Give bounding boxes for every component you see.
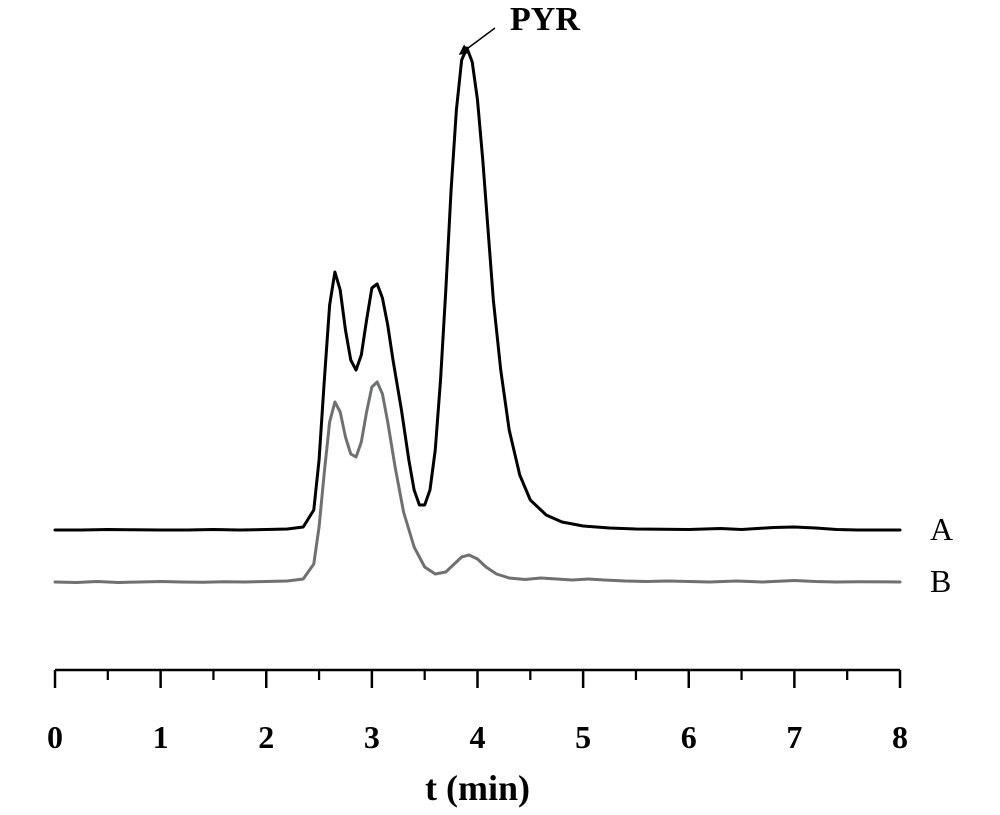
chromatogram-chart: BA PYR 0 1 2 3 4 5 6 7 8 t (min) bbox=[0, 0, 1000, 815]
x-tick-label: 2 bbox=[258, 719, 274, 755]
x-tick-label: 3 bbox=[364, 719, 380, 755]
x-tick-label: 1 bbox=[153, 719, 169, 755]
annotation-label: PYR bbox=[510, 1, 580, 38]
x-axis-label: t (min) bbox=[425, 768, 530, 808]
x-tick-label: 7 bbox=[786, 719, 802, 755]
annotation-arrow bbox=[460, 28, 495, 54]
chart-wrapper: { "canvas": { "width": 1000, "height": 8… bbox=[0, 0, 1000, 815]
x-tick-label: 0 bbox=[47, 719, 63, 755]
series-label-b: B bbox=[930, 563, 951, 599]
x-tick-label: 8 bbox=[892, 719, 908, 755]
series-b bbox=[55, 382, 900, 583]
x-tick-label: 5 bbox=[575, 719, 591, 755]
series-a bbox=[55, 48, 900, 530]
x-tick-label: 6 bbox=[681, 719, 697, 755]
series-label-a: A bbox=[930, 511, 953, 547]
x-tick-label: 4 bbox=[470, 719, 486, 755]
